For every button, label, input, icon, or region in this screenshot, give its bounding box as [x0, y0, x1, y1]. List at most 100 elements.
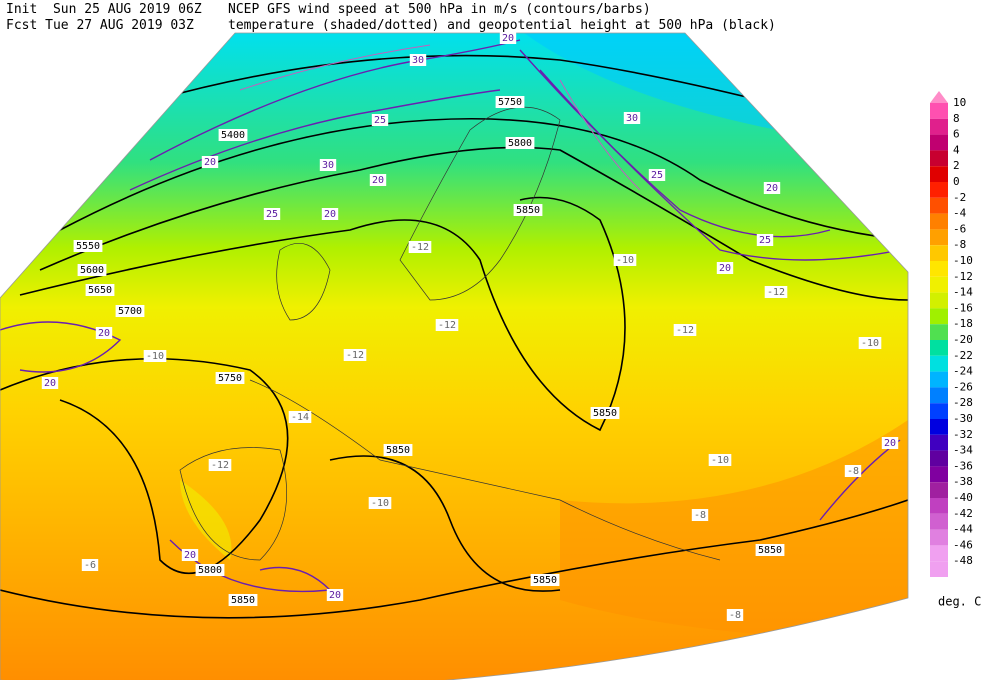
label-box — [73, 240, 103, 252]
height-label: 5800 — [198, 565, 222, 576]
wind-label: 30 — [412, 55, 424, 66]
wind-label: 20 — [884, 438, 896, 449]
label-box — [495, 96, 525, 108]
wind-label: 30 — [322, 160, 334, 171]
temperature-label: -12 — [346, 350, 364, 361]
colorbar-label: -20 — [953, 333, 973, 346]
temperature-label: -8 — [847, 466, 859, 477]
label-box — [590, 407, 620, 419]
colorbar-swatch — [930, 529, 948, 546]
colorbar-swatch — [930, 434, 948, 451]
height-contours — [0, 54, 908, 619]
label-box — [673, 324, 697, 336]
label-box — [763, 182, 781, 194]
label-box — [228, 594, 258, 606]
temperature-label: -10 — [146, 351, 164, 362]
label-box — [263, 208, 281, 220]
colorbar-swatch — [930, 340, 948, 356]
colorbar-swatch — [930, 498, 948, 514]
label-box — [648, 169, 666, 181]
colorbar-swatch — [930, 213, 948, 230]
temperature-label: -8 — [694, 510, 706, 521]
wind-label: 20 — [766, 183, 778, 194]
wind-label: 20 — [324, 209, 336, 220]
height-label: 5400 — [221, 130, 245, 141]
height-label: 5700 — [118, 306, 142, 317]
height-label: 5800 — [508, 138, 532, 149]
colorbar-swatch — [930, 403, 948, 419]
temperature-label: -12 — [676, 325, 694, 336]
label-box — [195, 564, 225, 576]
label-box — [530, 574, 560, 586]
colorbar-label: -34 — [953, 444, 973, 457]
colorbar-swatch — [930, 276, 948, 293]
label-box — [115, 305, 145, 317]
height-label: 5850 — [386, 445, 410, 456]
colorbar-label: 10 — [953, 96, 966, 109]
colorbar-label: -24 — [953, 365, 973, 378]
wind-label: 25 — [651, 170, 663, 181]
colorbar-swatch — [930, 229, 948, 246]
wind-label: 20 — [719, 263, 731, 274]
height-label: 5850 — [231, 595, 255, 606]
colorbar-swatch — [930, 166, 948, 182]
colorbar-swatch — [930, 371, 948, 388]
wind-label: 20 — [329, 590, 341, 601]
title-line-1: NCEP GFS wind speed at 500 hPa in m/s (c… — [228, 2, 651, 17]
colorbar-label: -42 — [953, 507, 973, 520]
warm-region — [560, 420, 908, 640]
title-line-2: temperature (shaded/dotted) and geopoten… — [228, 18, 776, 33]
wind-label: 20 — [372, 175, 384, 186]
label-box — [41, 377, 59, 389]
wind-label: 25 — [266, 209, 278, 220]
wind-label: 25 — [374, 115, 386, 126]
label-box — [77, 264, 107, 276]
wind-label: 25 — [759, 235, 771, 246]
init-time: Init Sun 25 AUG 2019 06Z — [6, 2, 202, 17]
label-box — [383, 444, 413, 456]
forecast-time: Fcst Tue 27 AUG 2019 03Z — [6, 18, 194, 33]
wind-label: 20 — [184, 550, 196, 561]
label-box — [408, 241, 432, 253]
colorbar-label: -12 — [953, 270, 973, 283]
colorbar-label: -44 — [953, 523, 973, 536]
height-label: 5850 — [758, 545, 782, 556]
label-box — [95, 327, 113, 339]
colorbar-swatch — [930, 261, 948, 277]
height-label: 5550 — [76, 241, 100, 252]
colorbar-label: -22 — [953, 349, 973, 362]
height-label: 5750 — [218, 373, 242, 384]
label-box — [85, 284, 115, 296]
colorbar-label: -32 — [953, 428, 973, 441]
colorbar-swatch — [930, 103, 948, 119]
colorbar-swatch — [930, 355, 948, 372]
colorbar-swatch — [930, 482, 948, 498]
temperature-label: -14 — [291, 412, 309, 423]
wind-contours-strong — [239, 44, 641, 191]
height-label: 5650 — [88, 285, 112, 296]
colorbar-swatch — [930, 324, 948, 340]
label-box — [181, 549, 199, 561]
colorbar-label: -38 — [953, 475, 973, 488]
height-label: 5850 — [593, 408, 617, 419]
label-box — [755, 544, 785, 556]
colorbar-label: -40 — [953, 491, 973, 504]
label-box — [143, 350, 167, 362]
colorbar-label: -10 — [953, 254, 973, 267]
colorbar-swatch — [930, 387, 948, 404]
colorbar-label: -36 — [953, 459, 973, 472]
colorbar-swatch — [930, 308, 948, 325]
colorbar-label: 6 — [953, 128, 960, 141]
colorbar-label: -2 — [953, 191, 966, 204]
colorbar-label: 0 — [953, 175, 960, 188]
label-box — [201, 156, 219, 168]
colorbar-swatch — [930, 466, 948, 483]
label-box — [764, 286, 788, 298]
wind-label: 20 — [98, 328, 110, 339]
cool-pocket — [180, 480, 232, 560]
temperature-label: -6 — [84, 560, 96, 571]
label-box — [623, 112, 641, 124]
colorbar-label: -48 — [953, 554, 973, 567]
colorbar-label: -6 — [953, 222, 966, 235]
